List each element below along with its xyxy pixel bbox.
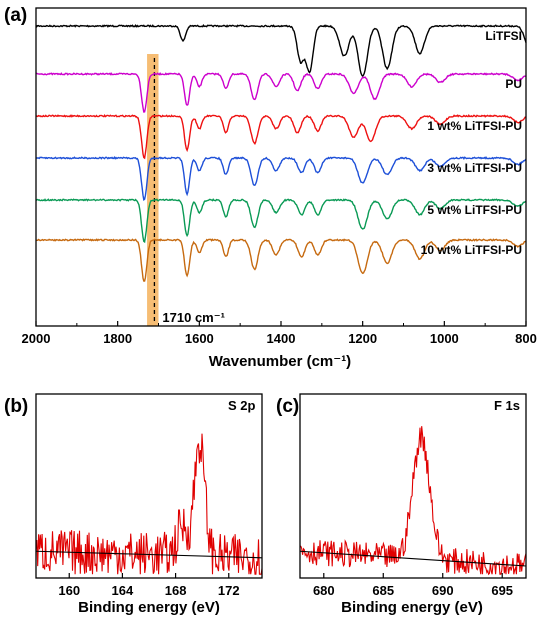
f1s-title: F 1s: [494, 398, 520, 413]
f1s-plot: 680 685 690 695: [299, 393, 527, 598]
s2p-x-tick-label-168: 168: [165, 583, 187, 598]
highlight-band: [147, 54, 159, 326]
s2p-x-tick-label-172: 172: [218, 583, 240, 598]
x-tick-label-1400: 1400: [267, 331, 296, 346]
f1s-x-tick-label-690: 690: [432, 583, 454, 598]
annotation-1710: 1710 cm⁻¹: [162, 310, 225, 325]
f1s-axes-frame: [299, 393, 527, 579]
ftir-plot: LiTFSI PU 1 wt% LiTFSI-PU 3 wt% LiTFSI-PU 5 …: [22, 7, 537, 346]
s2p-x-tick-label-164: 164: [112, 583, 134, 598]
f1s-x-tick-label-695: 695: [491, 583, 513, 598]
s2p-plot: 160 164 168 172: [35, 393, 263, 598]
f1s-spectrum-line: [299, 426, 527, 576]
panel-a-label: (a): [4, 5, 27, 26]
series-label-1-wt-litfsi-pu: 1 wt% LiTFSI-PU: [427, 119, 522, 133]
s2p-x-tick-label-160: 160: [58, 583, 80, 598]
series-label-pu: PU: [505, 77, 522, 91]
f1s-x-tick-label-680: 680: [313, 583, 335, 598]
series-label-10-wt-litfsi-pu: 10 wt% LiTFSI-PU: [421, 243, 522, 257]
series-line-3-wt-litfsi-pu: [35, 156, 527, 202]
series-label-3-wt-litfsi-pu: 3 wt% LiTFSI-PU: [427, 161, 522, 175]
s2p-axes-frame: [35, 393, 263, 579]
series-line-10-wt-litfsi-pu: [35, 238, 527, 282]
x-tick-label-1200: 1200: [348, 331, 377, 346]
panel-c-label: (c): [276, 396, 299, 417]
series-label-5-wt-litfsi-pu: 5 wt% LiTFSI-PU: [427, 203, 522, 217]
x-tick-label-800: 800: [515, 331, 537, 346]
x-tick-label-1800: 1800: [103, 331, 132, 346]
series-line-pu: [35, 71, 527, 113]
series-line-5-wt-litfsi-pu: [35, 198, 526, 244]
s2p-spectrum-line: [35, 433, 263, 575]
panel-b-label: (b): [4, 396, 28, 417]
f1s-baseline-line: [299, 550, 527, 567]
series-line-litfsi: [35, 23, 527, 78]
x-tick-label-1600: 1600: [185, 331, 214, 346]
series-label-litfsi: LiTFSI: [485, 29, 522, 43]
s2p-title: S 2p: [228, 398, 256, 413]
x-tick-label-2000: 2000: [22, 331, 51, 346]
s2p-x-axis-title: Binding energy (eV): [78, 599, 220, 616]
x-tick-label-1000: 1000: [430, 331, 459, 346]
f1s-x-axis-title: Binding energy (eV): [341, 599, 483, 616]
ftir-x-axis-title: Wavenumber (cm⁻¹): [209, 353, 351, 370]
s2p-baseline-line: [35, 550, 263, 559]
f1s-x-tick-label-685: 685: [372, 583, 394, 598]
series-line-1-wt-litfsi-pu: [35, 114, 527, 160]
